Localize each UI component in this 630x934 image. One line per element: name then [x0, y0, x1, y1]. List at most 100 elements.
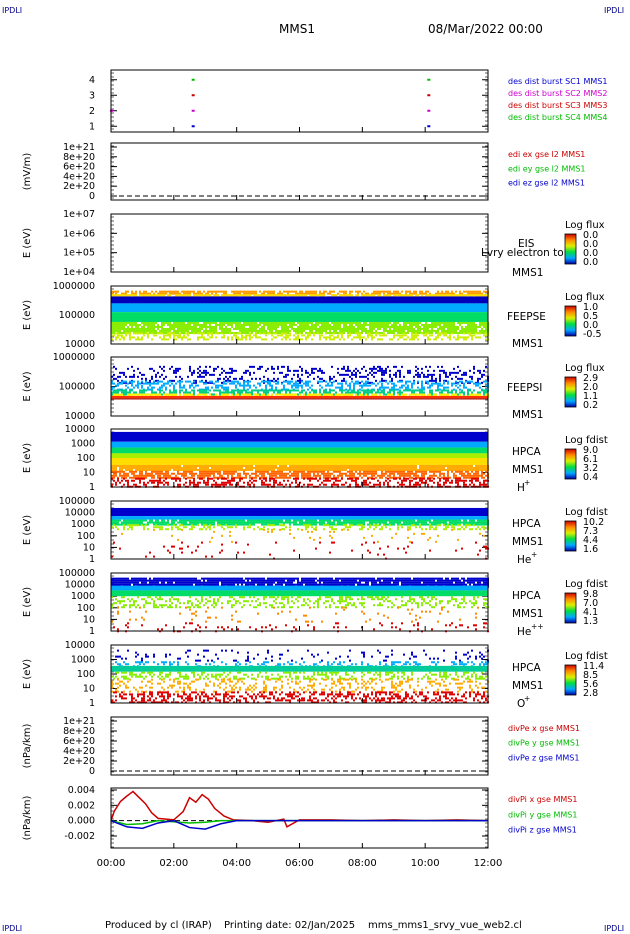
- spectrogram-pixel: [225, 393, 227, 396]
- spectrogram-pixel: [409, 290, 411, 293]
- spectrogram-pixel: [175, 334, 177, 337]
- spectrogram-pixel: [431, 468, 433, 471]
- spectrogram-pixel: [165, 386, 167, 389]
- spectrogram-pixel: [461, 470, 463, 473]
- spectrogram-pixel: [475, 329, 477, 332]
- spectrogram-pixel: [151, 472, 153, 475]
- spectrogram-pixel: [321, 386, 323, 389]
- spectrogram-pixel: [333, 468, 335, 471]
- spectrogram-pixel: [319, 367, 321, 370]
- spectrogram-pixel: [427, 338, 429, 341]
- spectrogram-pixel: [113, 365, 115, 368]
- spectrogram-pixel: [155, 379, 157, 382]
- spectrogram-pixel: [447, 327, 449, 330]
- spectrogram-pixel: [255, 464, 257, 467]
- spectrogram-pixel: [425, 466, 427, 469]
- spectrogram-pixel: [231, 382, 233, 385]
- panel-frame: [110, 142, 489, 201]
- spectrogram-pixel: [331, 384, 333, 387]
- spectrogram-pixel: [111, 474, 113, 477]
- spectrogram-pixel: [243, 393, 245, 396]
- spectrogram-pixel: [169, 476, 171, 479]
- spectrogram-pixel: [125, 381, 127, 384]
- spectrogram-pixel: [475, 327, 477, 330]
- spectrogram-pixel: [371, 369, 373, 372]
- spectrogram-pixel: [237, 476, 239, 479]
- spectrogram-pixel: [317, 468, 319, 471]
- spectrogram-pixel: [201, 474, 203, 477]
- burst-marker: [427, 78, 431, 81]
- spectrogram-pixel: [395, 371, 397, 374]
- spectrogram-pixel: [283, 323, 285, 326]
- spectrogram-pixel: [397, 476, 399, 479]
- spectrogram-pixel: [223, 472, 225, 475]
- spectrogram-pixel: [395, 388, 397, 391]
- spectrogram-pixel: [307, 371, 309, 374]
- spectrogram-pixel: [371, 292, 373, 295]
- spectrogram-pixel: [223, 466, 225, 469]
- spectrogram-pixel: [167, 393, 169, 396]
- spectrogram-pixel: [159, 332, 161, 335]
- spectrogram-pixel: [383, 393, 385, 396]
- spectrogram-pixel: [129, 336, 131, 339]
- spectrogram-pixel: [157, 292, 159, 295]
- spectrogram-pixel: [195, 466, 197, 469]
- spectrogram-pixel: [185, 464, 187, 467]
- spectrogram-pixel: [299, 290, 301, 293]
- spectrogram-pixel: [277, 380, 279, 383]
- spectrogram-pixel: [185, 290, 187, 293]
- spectrogram-pixel: [171, 290, 173, 293]
- spectrogram-pixel: [151, 391, 153, 394]
- spectrogram-pixel: [111, 393, 113, 396]
- spectrogram-pixel: [157, 388, 159, 391]
- spectrogram-pixel: [117, 479, 119, 482]
- spectrogram-pixel: [351, 331, 353, 334]
- spectrogram-pixel: [263, 294, 265, 297]
- spectrogram-pixel: [209, 327, 211, 330]
- spectrogram-pixel: [175, 325, 177, 328]
- spectrogram-pixel: [375, 476, 377, 479]
- spectrogram-pixel: [443, 382, 445, 385]
- burst-marker: [427, 125, 431, 128]
- spectrogram-pixel: [401, 336, 403, 339]
- spectrogram-pixel: [469, 393, 471, 396]
- spectrogram-pixel: [407, 386, 409, 389]
- spectrogram-pixel: [373, 325, 375, 328]
- spectrogram-pixel: [369, 464, 371, 467]
- spectrogram-pixel: [189, 472, 191, 475]
- spectrogram-pixel: [411, 332, 413, 335]
- spectrogram-pixel: [393, 336, 395, 339]
- spectrogram-pixel: [323, 321, 325, 324]
- spectrogram-pixel: [235, 292, 237, 295]
- spectrogram-pixel: [243, 329, 245, 332]
- spectrogram-pixel: [189, 325, 191, 328]
- spectrogram-pixel: [359, 338, 361, 341]
- spectrogram-pixel: [253, 365, 255, 368]
- spectrogram-pixel: [265, 334, 267, 337]
- spectrogram-pixel: [433, 468, 435, 471]
- spectrogram-pixel: [179, 382, 181, 385]
- spectrogram-pixel: [187, 466, 189, 469]
- spectrogram-pixel: [125, 327, 127, 330]
- spectrogram-pixel: [375, 464, 377, 467]
- spectrogram-pixel: [225, 379, 227, 382]
- spectrogram-pixel: [159, 325, 161, 328]
- y-axis-label: E (eV): [22, 300, 33, 330]
- spectrogram-pixel: [245, 334, 247, 337]
- spectrogram-pixel: [163, 369, 165, 372]
- spectrogram-pixel: [425, 334, 427, 337]
- spectrogram-pixel: [177, 464, 179, 467]
- spectrogram-pixel: [431, 384, 433, 387]
- spectrogram-pixel: [173, 292, 175, 295]
- spectrogram-pixel: [319, 466, 321, 469]
- spectrogram-pixel: [473, 321, 475, 324]
- spectrogram-pixel: [255, 470, 257, 473]
- y-axis-label: E (eV): [22, 228, 33, 258]
- spectrogram-pixel: [417, 476, 419, 479]
- spectrogram-pixel: [115, 464, 117, 467]
- spectrogram-pixel: [439, 379, 441, 382]
- spectrogram-pixel: [395, 375, 397, 378]
- spectrogram-pixel: [197, 476, 199, 479]
- spectrogram-pixel: [133, 464, 135, 467]
- spectrogram-pixel: [145, 380, 147, 383]
